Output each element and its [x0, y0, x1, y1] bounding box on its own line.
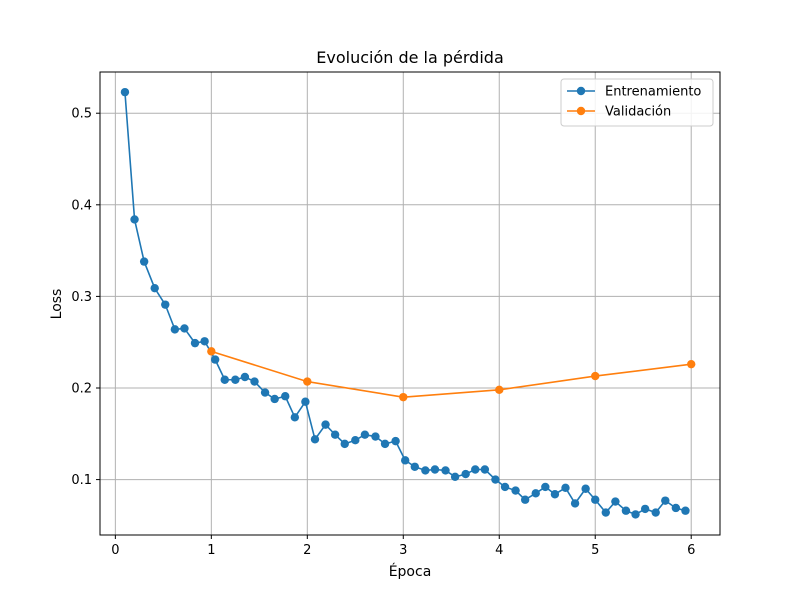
y-tick-label: 0.4	[71, 198, 92, 213]
legend: Entrenamiento Validación	[560, 78, 714, 127]
data-point-entrenamiento	[170, 325, 180, 334]
chart-title: Evolución de la pérdida	[316, 48, 504, 67]
data-point-entrenamiento	[220, 375, 229, 384]
series-entrenamiento	[120, 87, 690, 519]
data-point-entrenamiento	[351, 436, 360, 445]
data-point-entrenamiento	[461, 469, 470, 479]
y-tick-label: 0.3	[71, 290, 92, 305]
data-point-entrenamiento	[150, 283, 159, 293]
x-axis-label: Época	[389, 563, 432, 580]
data-point-entrenamiento	[310, 435, 320, 444]
data-point-entrenamiento	[360, 430, 370, 439]
series-layer	[120, 87, 696, 519]
data-point-entrenamiento	[601, 508, 610, 517]
data-point-entrenamiento	[161, 300, 170, 309]
data-point-entrenamiento	[430, 465, 440, 474]
legend-entry-entrenamiento: Entrenamiento	[567, 85, 701, 100]
legend-frame	[560, 78, 714, 127]
data-point-entrenamiento	[380, 439, 390, 449]
data-point-entrenamiento	[541, 482, 550, 492]
data-point-entrenamiento	[491, 475, 500, 484]
y-tick-label: 0.5	[71, 107, 92, 122]
data-point-entrenamiento	[321, 420, 330, 429]
data-point-entrenamiento	[480, 465, 490, 474]
data-point-entrenamiento	[200, 337, 209, 346]
legend-marker	[576, 86, 586, 96]
y-tick-label: 0.1	[71, 473, 92, 488]
data-point-entrenamiento	[550, 490, 560, 499]
data-point-entrenamiento	[520, 495, 530, 504]
data-point-entrenamiento	[231, 375, 240, 384]
data-point-entrenamiento	[591, 495, 600, 504]
legend-label: Validación	[605, 105, 671, 120]
x-tick-label: 0	[111, 543, 119, 558]
x-tick-label: 6	[687, 543, 695, 558]
data-point-entrenamiento	[611, 497, 620, 506]
y-axis-label: Loss	[49, 289, 65, 320]
legend-entry-validacion: Validación	[567, 105, 671, 120]
y-tick-label: 0.2	[71, 381, 92, 396]
data-point-entrenamiento	[290, 413, 300, 422]
data-point-entrenamiento	[441, 466, 450, 475]
data-point-entrenamiento	[471, 465, 480, 474]
legend-label: Entrenamiento	[605, 85, 701, 100]
data-point-entrenamiento	[661, 496, 670, 505]
plot-frame	[99, 71, 721, 536]
data-point-validacion	[687, 359, 696, 369]
data-point-entrenamiento	[260, 388, 270, 397]
data-point-entrenamiento	[671, 503, 681, 513]
data-point-entrenamiento	[371, 432, 380, 441]
data-point-entrenamiento	[180, 324, 189, 333]
data-point-entrenamiento	[421, 466, 430, 475]
data-point-entrenamiento	[681, 506, 690, 515]
data-point-entrenamiento	[450, 472, 460, 482]
data-point-entrenamiento	[651, 508, 660, 517]
legend-marker	[576, 106, 586, 116]
data-point-entrenamiento	[581, 484, 590, 493]
series-validacion	[207, 347, 696, 402]
x-tick-label: 2	[303, 543, 311, 558]
x-tick-label: 5	[591, 543, 599, 558]
data-point-validacion	[591, 371, 600, 381]
data-point-entrenamiento	[531, 489, 540, 498]
ticks: 0 1 2 3 4 5 6 0.1 0.2 0.3 0.4 0.5	[71, 107, 695, 558]
data-point-entrenamiento	[500, 482, 510, 492]
data-point-entrenamiento	[139, 257, 149, 266]
data-point-entrenamiento	[330, 430, 340, 439]
data-point-validacion	[207, 347, 216, 356]
x-tick-label: 3	[399, 543, 407, 558]
data-point-entrenamiento	[640, 504, 650, 514]
x-tick-label: 4	[495, 543, 503, 558]
data-point-entrenamiento	[270, 394, 279, 404]
data-point-entrenamiento	[281, 392, 290, 401]
data-point-validacion	[495, 385, 504, 395]
data-point-entrenamiento	[210, 355, 220, 364]
data-point-entrenamiento	[561, 483, 570, 493]
data-point-entrenamiento	[410, 462, 419, 471]
plot-area	[100, 72, 720, 535]
x-tick-label: 1	[207, 543, 215, 558]
data-point-entrenamiento	[301, 397, 310, 406]
data-point-entrenamiento	[340, 439, 349, 449]
data-point-entrenamiento	[570, 499, 580, 508]
data-point-validacion	[303, 377, 312, 386]
data-point-entrenamiento	[391, 436, 400, 446]
data-point-entrenamiento	[621, 506, 631, 515]
data-point-entrenamiento	[631, 510, 640, 519]
data-point-entrenamiento	[190, 338, 200, 348]
grid	[100, 72, 720, 535]
data-point-entrenamiento	[401, 456, 410, 465]
series-line-validacion	[211, 350, 692, 398]
data-point-entrenamiento	[240, 372, 250, 382]
data-point-entrenamiento	[120, 87, 130, 97]
data-point-entrenamiento	[130, 215, 139, 224]
data-point-entrenamiento	[511, 486, 520, 495]
data-point-validacion	[399, 392, 408, 402]
data-point-entrenamiento	[250, 377, 259, 386]
